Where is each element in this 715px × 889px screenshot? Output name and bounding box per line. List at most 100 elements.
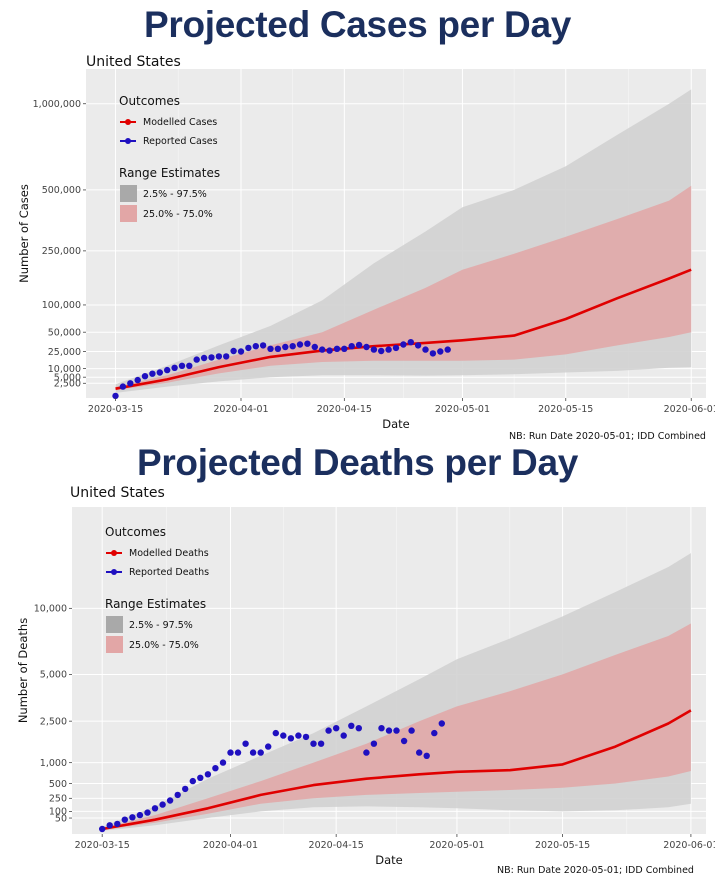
legend-item: Modelled Deaths <box>129 548 209 559</box>
reported-point <box>370 740 378 747</box>
legend-swatch <box>120 205 137 222</box>
y-tick-label: 5,000 <box>54 372 81 383</box>
legend-item: Modelled Cases <box>143 117 217 128</box>
reported-point <box>151 805 159 812</box>
x-tick-label: 2020-05-15 <box>535 840 590 851</box>
reported-point <box>166 797 174 804</box>
reported-point <box>431 729 438 737</box>
legend-key-point <box>111 569 117 575</box>
legend-item: Reported Cases <box>143 136 218 147</box>
y-tick-label: 50 <box>55 813 67 824</box>
reported-point <box>127 380 134 387</box>
modelled-line <box>115 268 692 390</box>
x-tick-label: 2020-06-01 <box>664 404 715 415</box>
y-axis-label: Number of Cases <box>17 184 31 283</box>
reported-point <box>171 364 178 371</box>
y-tick-label: 50,000 <box>48 328 81 339</box>
x-tick-label: 2020-03-15 <box>75 840 130 851</box>
reported-point <box>208 354 215 361</box>
reported-point <box>400 341 407 348</box>
y-tick-label: 5,000 <box>40 670 67 681</box>
y-tick-label: 100,000 <box>42 300 81 311</box>
reported-point <box>444 346 451 353</box>
legend-item: 2.5% - 97.5% <box>143 189 207 200</box>
reported-point <box>259 342 267 349</box>
legend-item: Reported Deaths <box>129 567 209 578</box>
reported-point <box>289 343 296 350</box>
reported-point <box>129 814 136 821</box>
reported-point <box>227 749 234 756</box>
y-tick-label: 25,000 <box>48 347 81 358</box>
legend-title: Range Estimates <box>105 597 206 611</box>
reported-point <box>429 350 437 357</box>
x-tick-label: 2020-05-15 <box>538 404 593 415</box>
reported-point <box>114 820 121 828</box>
reported-point <box>287 735 295 742</box>
reported-point <box>178 362 186 369</box>
reported-point <box>363 343 370 351</box>
y-tick-label: 2,500 <box>54 379 81 390</box>
x-tick-label: 2020-05-01 <box>429 840 484 851</box>
reported-point <box>156 369 163 376</box>
legend-swatch <box>106 616 123 633</box>
legend-item: 25.0% - 75.0% <box>129 640 199 651</box>
reported-point <box>326 347 333 354</box>
reported-point <box>215 353 223 360</box>
reported-point <box>363 749 370 756</box>
reported-point <box>212 765 219 772</box>
chart-footnote: NB: Run Date 2020-05-01; IDD Combined <box>509 431 706 442</box>
y-axis-label: Number of Deaths <box>16 618 30 723</box>
reported-point <box>385 727 393 734</box>
reported-point <box>355 725 362 732</box>
reported-point <box>311 343 318 351</box>
reported-point <box>234 749 242 756</box>
chart-title: Projected Cases per Day <box>143 4 572 45</box>
x-tick-label: 2020-04-15 <box>309 840 364 851</box>
reported-point <box>182 785 189 793</box>
reported-point <box>219 759 227 766</box>
y-tick-label: 10,000 <box>48 364 81 375</box>
reported-point <box>136 811 144 819</box>
reported-point <box>400 737 408 745</box>
chart-footnote: NB: Run Date 2020-05-01; IDD Combined <box>497 865 694 876</box>
y-tick-label: 500 <box>49 779 67 790</box>
reported-point <box>385 346 392 353</box>
reported-point <box>149 370 156 377</box>
x-tick-label: 2020-04-15 <box>317 404 372 415</box>
reported-point <box>295 732 302 739</box>
reported-point <box>408 727 415 734</box>
reported-point <box>106 822 113 829</box>
reported-point <box>112 392 119 400</box>
modelled-line <box>101 709 692 831</box>
x-tick-label: 2020-04-01 <box>213 404 268 415</box>
reported-point <box>296 341 304 348</box>
reported-point <box>378 347 385 355</box>
y-tick-label: 1,000,000 <box>33 99 81 110</box>
reported-point <box>223 353 230 360</box>
reported-point <box>245 344 252 352</box>
band-25-75 <box>115 185 692 391</box>
y-tick-label: 1,000 <box>40 758 67 769</box>
y-tick-label: 100 <box>49 807 67 818</box>
y-tick-label: 250,000 <box>42 246 81 257</box>
reported-point <box>333 725 340 732</box>
reported-point <box>159 801 166 808</box>
reported-point <box>174 791 181 799</box>
reported-point <box>274 345 282 352</box>
reported-point <box>416 749 423 756</box>
legend-title: Outcomes <box>119 94 180 108</box>
reported-point <box>119 383 127 390</box>
reported-point <box>319 346 326 353</box>
x-tick-label: 2020-03-15 <box>88 404 143 415</box>
legend-title: Range Estimates <box>119 166 220 180</box>
reported-point <box>134 376 141 384</box>
reported-point <box>325 727 332 734</box>
legend-swatch <box>106 636 123 653</box>
reported-point <box>304 340 311 347</box>
reported-point <box>265 743 272 750</box>
reported-point <box>193 356 200 363</box>
reported-point <box>237 348 245 355</box>
reported-point <box>438 720 445 727</box>
reported-point <box>99 825 106 833</box>
